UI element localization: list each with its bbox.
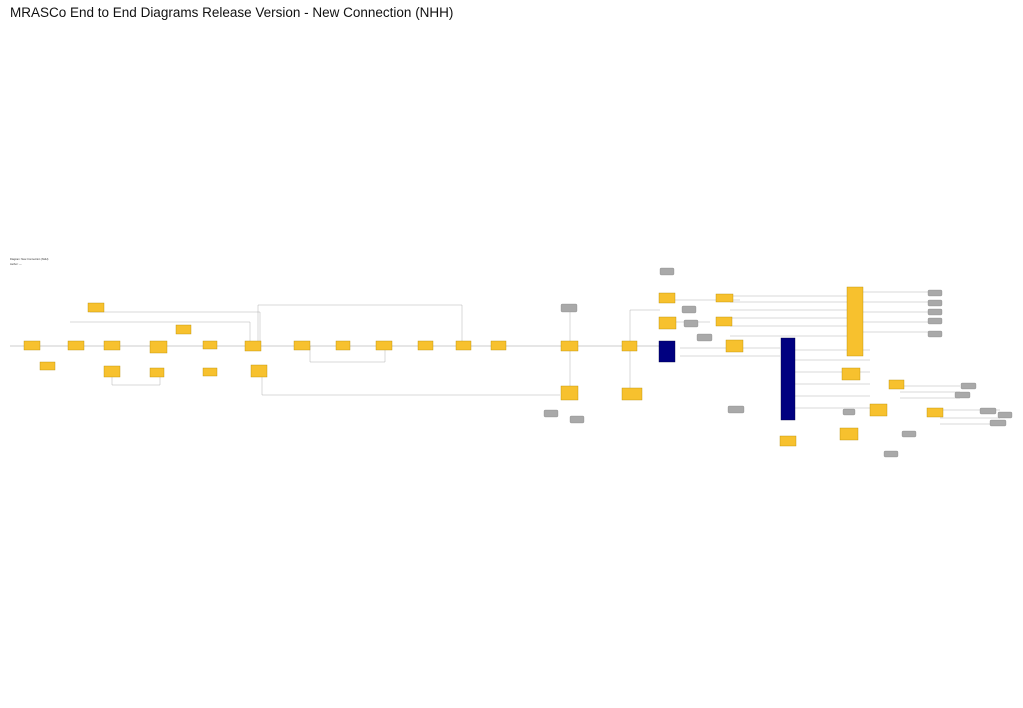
process-box [87, 302, 105, 313]
process-box [149, 340, 168, 354]
external-box [569, 415, 585, 424]
process-box [621, 387, 643, 401]
process-box [490, 340, 507, 351]
external-box [927, 330, 943, 338]
process-box [175, 324, 192, 335]
process-box [103, 365, 121, 378]
process-box [375, 340, 393, 351]
process-box [39, 361, 56, 371]
process-box [715, 293, 734, 303]
external-box [954, 391, 971, 399]
page-title: MRASCo End to End Diagrams Release Versi… [10, 5, 454, 20]
process-box [202, 340, 218, 350]
external-box [960, 382, 977, 390]
process-box [417, 340, 434, 351]
process-box [335, 340, 351, 351]
external-box [997, 411, 1013, 419]
process-box [841, 367, 861, 381]
diagram-subtitle: Diagram: New Connection (NHH) [10, 258, 49, 261]
process-box [293, 340, 311, 351]
external-boxes [543, 267, 1013, 458]
process-box [621, 340, 638, 352]
process-box [869, 403, 888, 417]
process-box [67, 340, 85, 351]
external-box [842, 408, 856, 416]
process-box [725, 339, 744, 353]
external-box [560, 303, 578, 313]
process-box [455, 340, 472, 351]
process-box [149, 367, 165, 378]
loop-line [90, 311, 261, 346]
process-box [658, 292, 676, 304]
process-box [888, 379, 905, 390]
external-box [696, 333, 713, 342]
loop-line [257, 304, 463, 346]
external-box [989, 419, 1007, 427]
external-box [927, 299, 943, 307]
external-box [979, 407, 997, 415]
system-bars [658, 286, 864, 421]
system-bar-yellow [846, 286, 864, 357]
process-boxes [23, 292, 944, 447]
external-box [659, 267, 675, 276]
external-box [883, 450, 899, 458]
process-box [560, 340, 579, 352]
diagram-author: Author: --- [10, 263, 22, 266]
external-box [681, 305, 697, 314]
external-box [683, 319, 699, 328]
external-box [901, 430, 917, 438]
process-box [23, 340, 41, 351]
system-bar-navy [780, 337, 796, 421]
process-box [839, 427, 859, 441]
process-box [244, 340, 262, 352]
external-box [927, 289, 943, 297]
process-box [103, 340, 121, 351]
external-box [543, 409, 559, 418]
process-box [560, 385, 579, 401]
lower-line [309, 346, 386, 363]
process-box [926, 407, 944, 418]
process-box [779, 435, 797, 447]
process-box [202, 367, 218, 377]
external-box [927, 308, 943, 316]
external-box [727, 405, 745, 414]
process-box [715, 316, 733, 327]
loop-line [70, 321, 251, 346]
external-box [927, 317, 943, 325]
branch-line [629, 309, 660, 346]
lower-line [111, 370, 161, 386]
process-box [250, 364, 268, 378]
lower-line [261, 370, 560, 396]
process-box [658, 316, 677, 330]
system-bar-navy [658, 340, 676, 363]
